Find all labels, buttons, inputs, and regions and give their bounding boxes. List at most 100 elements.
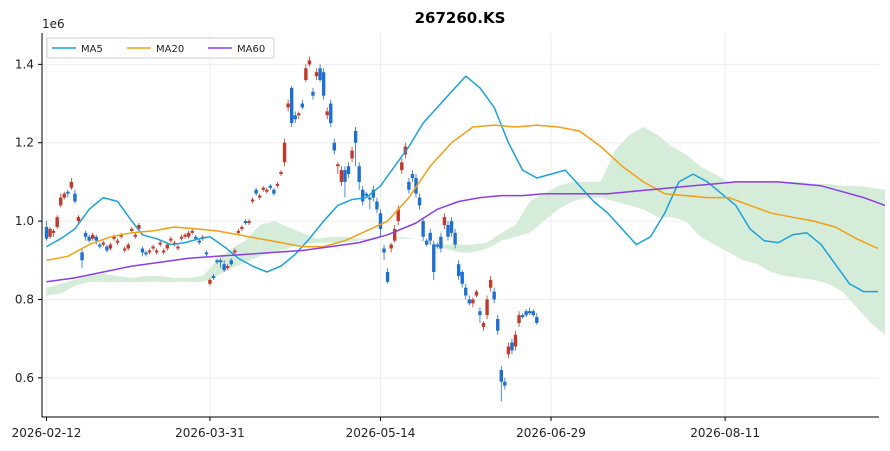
candle-body xyxy=(179,236,184,239)
candle-body xyxy=(361,189,365,202)
candle-body xyxy=(289,87,294,124)
candle-body xyxy=(492,291,496,300)
x-tick-label: 2026-03-31 xyxy=(175,426,245,440)
cloud-segment xyxy=(145,275,161,282)
y-tick-label: 1.4 xyxy=(15,57,34,71)
candle-body xyxy=(66,191,70,194)
cloud-segment xyxy=(600,150,615,202)
candle-body xyxy=(307,60,312,65)
cloud-segment xyxy=(700,166,715,245)
legend-label-ma20: MA20 xyxy=(156,44,184,55)
cloud-segment xyxy=(316,236,331,243)
candle-body xyxy=(197,240,201,243)
candle-body xyxy=(215,260,219,263)
candle-body xyxy=(435,244,440,247)
candle-body xyxy=(243,221,248,224)
candle-body xyxy=(122,248,127,251)
candle-body xyxy=(474,291,479,296)
candle-body xyxy=(69,181,74,188)
cloud-segment xyxy=(188,275,203,282)
candle-body xyxy=(400,162,404,171)
cloud-segment xyxy=(629,127,644,210)
candle-body xyxy=(513,334,518,347)
cloud-segment xyxy=(771,181,786,276)
candle-body xyxy=(357,166,361,182)
y-tick-label: 1.2 xyxy=(15,136,34,150)
candle-body xyxy=(226,266,230,269)
x-tick-label: 2026-06-29 xyxy=(516,426,586,440)
candle-body xyxy=(48,228,52,237)
cloud-segment xyxy=(103,273,118,282)
candle-body xyxy=(51,230,56,233)
cloud-segment xyxy=(344,236,360,243)
ichimoku-cloud xyxy=(46,127,886,335)
cloud-segment xyxy=(757,181,772,273)
candle-body xyxy=(336,164,340,167)
x-tick-label: 2026-02-12 xyxy=(12,426,82,440)
x-ticks: 2026-02-12 2026-03-31 2026-05-14 2026-06-29… xyxy=(12,417,760,440)
candle-body xyxy=(382,248,386,253)
candle-body xyxy=(250,199,255,202)
candle-body xyxy=(257,195,262,198)
candle-body xyxy=(350,150,354,159)
chart-title: 267260.KS xyxy=(415,9,506,27)
y-tick-label: 0.6 xyxy=(15,371,34,385)
candle-body xyxy=(531,311,535,316)
candle-body xyxy=(268,185,273,188)
candle-body xyxy=(194,236,198,239)
candle-body xyxy=(186,232,191,237)
candle-body xyxy=(439,236,443,249)
cloud-segment xyxy=(174,277,189,282)
candle-body xyxy=(314,72,319,77)
candle-body xyxy=(115,240,120,243)
candle-body xyxy=(222,264,226,271)
candle-body xyxy=(300,103,305,108)
candle-body xyxy=(147,250,152,253)
candle-body xyxy=(318,68,322,81)
candle-body xyxy=(517,315,521,323)
cloud-segment xyxy=(472,242,488,253)
candle-body xyxy=(190,230,194,233)
candle-body xyxy=(286,103,290,108)
candle-body xyxy=(247,221,251,224)
candle-body xyxy=(396,209,400,222)
candle-body xyxy=(254,189,258,194)
candle-body xyxy=(478,311,482,316)
cloud-segment xyxy=(870,187,886,335)
candle-body xyxy=(229,260,233,265)
candle-body xyxy=(204,252,209,255)
candle-body xyxy=(236,230,241,233)
legend-box xyxy=(46,37,275,59)
legend: MA5 MA20 MA60 xyxy=(46,37,275,59)
candle-body xyxy=(392,228,397,241)
candle-body xyxy=(343,170,347,182)
candle-body xyxy=(371,189,376,198)
series-line-ma60 xyxy=(46,181,886,283)
cloud-segment xyxy=(543,185,559,222)
candle-body xyxy=(158,242,162,245)
candle-body xyxy=(282,142,287,163)
candle-body xyxy=(137,225,141,229)
candle-body xyxy=(364,193,368,196)
candle-body xyxy=(503,381,507,386)
candle-body xyxy=(446,225,450,237)
candle-body xyxy=(112,236,116,239)
cloud-segment xyxy=(46,283,61,296)
candle-body xyxy=(460,272,464,284)
cloud-segment xyxy=(558,181,573,210)
candle-body xyxy=(311,91,315,96)
cloud-segment xyxy=(60,279,75,294)
candle-body xyxy=(165,244,170,249)
candle-body xyxy=(449,221,454,233)
candle-body xyxy=(275,183,280,186)
candle-body xyxy=(506,346,511,355)
candle-body xyxy=(162,250,166,253)
series-line-ma5 xyxy=(46,75,878,293)
cloud-segment xyxy=(671,146,687,222)
cloud-segment xyxy=(515,201,530,237)
candle-body xyxy=(329,103,333,124)
candle-body xyxy=(218,260,223,263)
cloud-segment xyxy=(273,221,289,253)
y-tick-label: 0.8 xyxy=(15,292,34,306)
